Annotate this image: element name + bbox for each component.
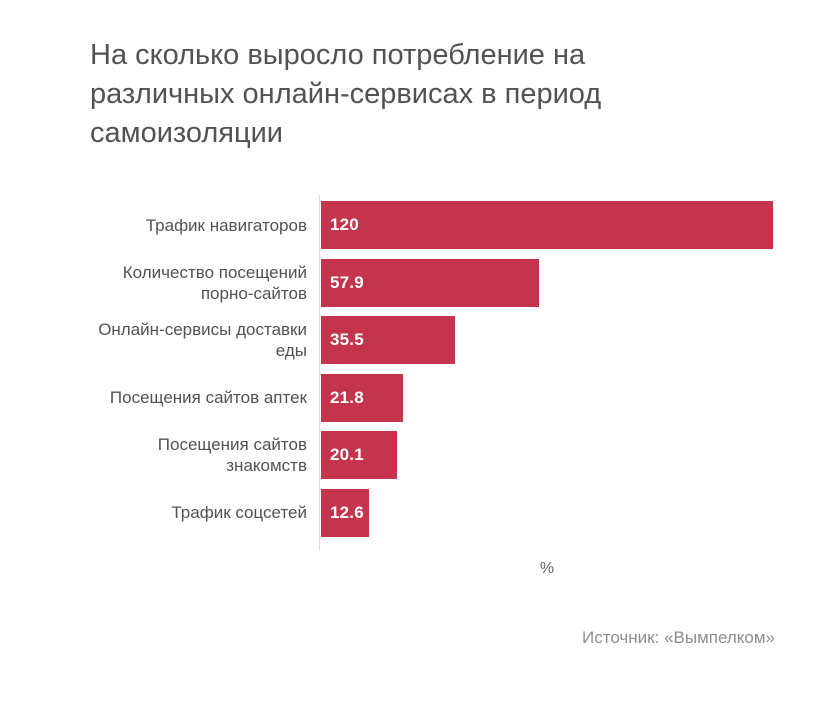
chart-row: Посещения сайтов знакомств 20.1 <box>0 431 830 479</box>
chart-row: Онлайн-сервисы доставки еды 35.5 <box>0 316 830 364</box>
bar: 21.8 <box>321 373 404 422</box>
bar: 20.1 <box>321 431 397 479</box>
bar-track: 120 <box>321 201 830 249</box>
bar-value-label: 120 <box>330 215 359 234</box>
bar-value-label: 57.9 <box>330 272 364 292</box>
bar: 57.9 <box>321 258 540 307</box>
bar-value-label: 20.1 <box>330 445 364 464</box>
bar-value-label: 35.5 <box>330 330 364 349</box>
bar: 35.5 <box>321 316 455 364</box>
category-label: Трафик соцсетей <box>171 503 307 522</box>
chart-row: Количество посещений порно-сайтов 57.9 <box>0 258 830 307</box>
bar-value-label: 21.8 <box>330 387 364 407</box>
bar: 12.6 <box>321 488 369 537</box>
chart-row: Трафик соцсетей 12.6 <box>0 488 830 537</box>
category-label: Трафик навигаторов <box>145 215 307 235</box>
category-label: Онлайн-сервисы доставки еды <box>98 320 307 360</box>
bar: 120 <box>321 201 773 249</box>
category-label: Посещения сайтов знакомств <box>157 435 307 475</box>
chart-rows: Трафик навигаторов 120 Количество посещени… <box>0 201 830 546</box>
category-label: Количество посещений порно-сайтов <box>122 262 307 303</box>
bar-track: 12.6 <box>321 488 830 537</box>
source-note: Источник: «Вымпелком» <box>582 628 775 647</box>
x-axis-unit-label: % <box>539 560 555 577</box>
bar-value-label: 12.6 <box>330 502 364 522</box>
bar-track: 35.5 <box>321 316 830 364</box>
bar-track: 57.9 <box>321 258 830 307</box>
bar-track: 21.8 <box>321 373 830 422</box>
chart-title: На сколько выросло потребление на различ… <box>90 39 602 149</box>
y-axis-line <box>319 195 320 550</box>
chart-row: Посещения сайтов аптек 21.8 <box>0 373 830 422</box>
category-label: Посещения сайтов аптек <box>109 388 307 407</box>
bar-track: 20.1 <box>321 431 830 479</box>
chart-row: Трафик навигаторов 120 <box>0 201 830 249</box>
